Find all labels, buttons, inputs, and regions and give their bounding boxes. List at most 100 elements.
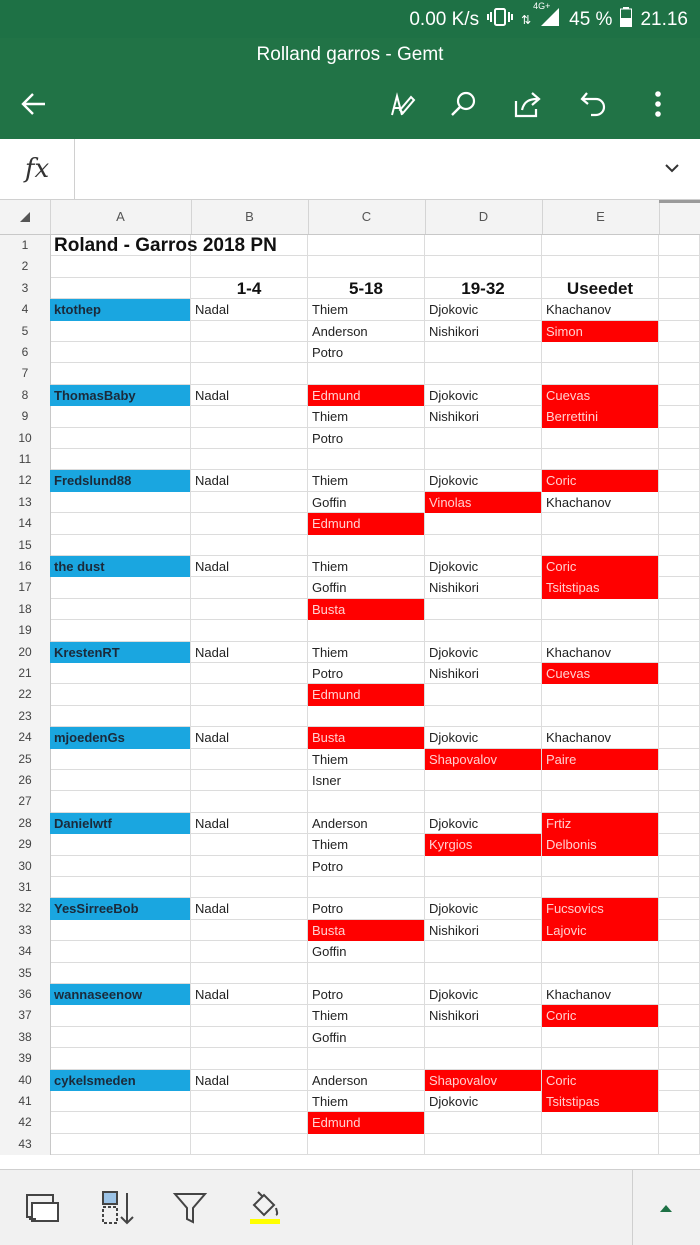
- row-number[interactable]: 5: [0, 320, 51, 342]
- row-number[interactable]: 41: [0, 1091, 51, 1113]
- cell-b-32[interactable]: Nadal: [191, 898, 308, 920]
- cell-b-38[interactable]: [191, 1026, 308, 1049]
- cell-a-39[interactable]: [50, 1048, 191, 1070]
- cell-f-20[interactable]: [659, 641, 700, 663]
- cell-e-32[interactable]: Fucsovics: [542, 898, 659, 920]
- cell-b-9[interactable]: [191, 406, 308, 428]
- cell-b-8[interactable]: Nadal: [191, 384, 308, 407]
- cell-c-42[interactable]: Edmund: [308, 1112, 425, 1134]
- cell-a-37[interactable]: [50, 1005, 191, 1027]
- cell-e-26[interactable]: [542, 770, 659, 792]
- cell-e-14[interactable]: [542, 513, 659, 535]
- cell-b-4[interactable]: Nadal: [191, 299, 308, 321]
- cell-f-34[interactable]: [659, 941, 700, 963]
- cell-f-6[interactable]: [659, 342, 700, 364]
- cell-d-6[interactable]: [425, 342, 542, 364]
- cell-a-36[interactable]: wannaseenow: [50, 984, 191, 1006]
- cell-d-31[interactable]: [425, 877, 542, 899]
- row-number[interactable]: 20: [0, 641, 51, 663]
- cell-f-29[interactable]: [659, 834, 700, 856]
- cell-a-23[interactable]: [50, 705, 191, 728]
- cell-e-23[interactable]: [542, 705, 659, 728]
- cell-a-31[interactable]: [50, 877, 191, 899]
- cell-b-23[interactable]: [191, 705, 308, 728]
- column-header-a[interactable]: A: [50, 200, 192, 234]
- cell-e-31[interactable]: [542, 877, 659, 899]
- row-number[interactable]: 19: [0, 620, 51, 642]
- cell-b-7[interactable]: [191, 363, 308, 385]
- fx-label[interactable]: fx: [0, 139, 75, 199]
- cell-f-14[interactable]: [659, 513, 700, 535]
- cell-c-37[interactable]: Thiem: [308, 1005, 425, 1027]
- format-cells-icon[interactable]: [20, 1186, 64, 1230]
- cell-d-19[interactable]: [425, 620, 542, 642]
- cell-d-38[interactable]: [425, 1026, 542, 1049]
- column-header-c[interactable]: C: [308, 200, 426, 234]
- cell-b-27[interactable]: [191, 791, 308, 813]
- cell-c-5[interactable]: Anderson: [308, 320, 425, 342]
- cell-a-41[interactable]: [50, 1091, 191, 1113]
- cell-d-20[interactable]: Djokovic: [425, 641, 542, 663]
- cell-f-43[interactable]: [659, 1133, 700, 1156]
- cell-c-33[interactable]: Busta: [308, 919, 425, 942]
- cell-f-25[interactable]: [659, 748, 700, 770]
- cell-e-42[interactable]: [542, 1112, 659, 1134]
- cell-f-18[interactable]: [659, 598, 700, 621]
- cell-a-2[interactable]: [50, 256, 191, 278]
- cell-a-34[interactable]: [50, 941, 191, 963]
- column-header-d[interactable]: D: [425, 200, 543, 234]
- cell-d-22[interactable]: [425, 684, 542, 706]
- cell-a-33[interactable]: [50, 919, 191, 942]
- cell-e-10[interactable]: [542, 427, 659, 449]
- cell-c-3[interactable]: 5-18: [308, 277, 425, 300]
- cell-e-19[interactable]: [542, 620, 659, 642]
- cell-c-28[interactable]: Anderson: [308, 812, 425, 835]
- row-number[interactable]: 37: [0, 1005, 51, 1027]
- cell-c-38[interactable]: Goffin: [308, 1026, 425, 1049]
- cell-b-3[interactable]: 1-4: [191, 277, 308, 300]
- row-number[interactable]: 4: [0, 299, 51, 321]
- undo-icon[interactable]: [574, 84, 614, 124]
- cell-e-4[interactable]: Khachanov: [542, 299, 659, 321]
- cell-b-41[interactable]: [191, 1091, 308, 1113]
- cell-a-3[interactable]: [50, 277, 191, 300]
- column-header-f[interactable]: [659, 200, 700, 234]
- cell-a-7[interactable]: [50, 363, 191, 385]
- cell-d-13[interactable]: Vinolas: [425, 491, 542, 514]
- cell-f-27[interactable]: [659, 791, 700, 813]
- cell-a-12[interactable]: Fredslund88: [50, 470, 191, 492]
- cell-c-13[interactable]: Goffin: [308, 491, 425, 514]
- cell-c-9[interactable]: Thiem: [308, 406, 425, 428]
- row-number[interactable]: 31: [0, 877, 51, 899]
- row-number[interactable]: 39: [0, 1048, 51, 1070]
- cell-b-30[interactable]: [191, 855, 308, 877]
- cell-e-37[interactable]: Coric: [542, 1005, 659, 1027]
- cell-f-40[interactable]: [659, 1069, 700, 1091]
- cell-d-4[interactable]: Djokovic: [425, 299, 542, 321]
- cell-d-21[interactable]: Nishikori: [425, 663, 542, 685]
- cell-c-4[interactable]: Thiem: [308, 299, 425, 321]
- cell-b-35[interactable]: [191, 962, 308, 984]
- row-number[interactable]: 11: [0, 449, 51, 471]
- cell-f-38[interactable]: [659, 1026, 700, 1049]
- cell-c-1[interactable]: [308, 235, 425, 257]
- cell-b-22[interactable]: [191, 684, 308, 706]
- cell-f-8[interactable]: [659, 384, 700, 407]
- cell-e-30[interactable]: [542, 855, 659, 877]
- cell-a-29[interactable]: [50, 834, 191, 856]
- row-number[interactable]: 30: [0, 855, 51, 877]
- cell-e-5[interactable]: Simon: [542, 320, 659, 342]
- column-header-e[interactable]: E: [542, 200, 660, 234]
- cell-c-10[interactable]: Potro: [308, 427, 425, 449]
- cell-b-15[interactable]: [191, 534, 308, 556]
- cell-d-8[interactable]: Djokovic: [425, 384, 542, 407]
- cell-f-3[interactable]: [659, 277, 700, 300]
- row-number[interactable]: 2: [0, 256, 51, 278]
- cell-c-29[interactable]: Thiem: [308, 834, 425, 856]
- row-number[interactable]: 28: [0, 812, 51, 835]
- cell-f-5[interactable]: [659, 320, 700, 342]
- row-number[interactable]: 22: [0, 684, 51, 706]
- row-number[interactable]: 13: [0, 491, 51, 514]
- cell-c-16[interactable]: Thiem: [308, 556, 425, 578]
- cell-e-41[interactable]: Tsitstipas: [542, 1091, 659, 1113]
